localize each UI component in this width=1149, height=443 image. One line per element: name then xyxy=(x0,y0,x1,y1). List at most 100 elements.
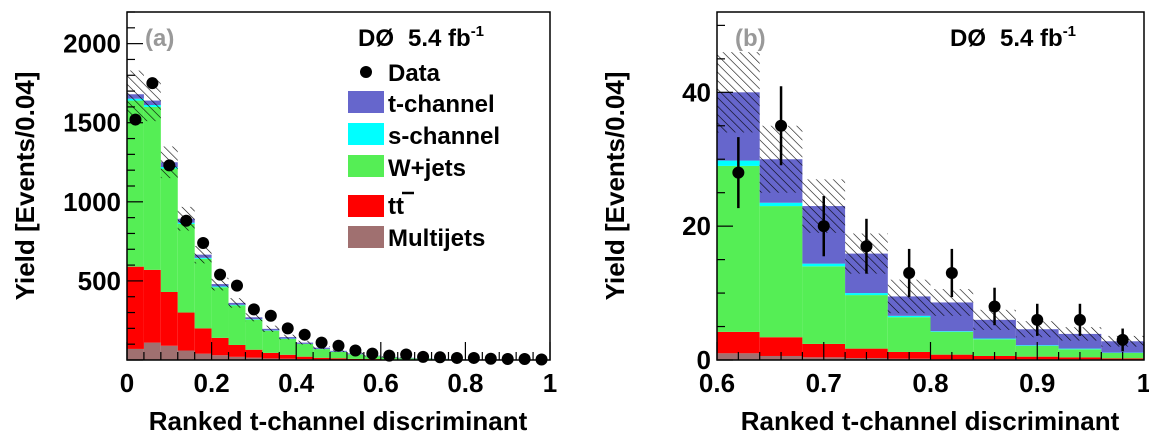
bar-w-jets-bin-5 xyxy=(931,332,974,355)
data-point-0 xyxy=(732,167,744,179)
x-tick-label: 0.8 xyxy=(447,368,483,398)
bar-s-channel-bin-3 xyxy=(845,293,888,295)
data-point-8 xyxy=(1074,314,1086,326)
legend-item-multijets: Multijets xyxy=(348,225,485,252)
bar-w-jets-bin-10 xyxy=(296,344,313,357)
data-point-4 xyxy=(197,237,209,249)
bar-s-channel-bin-4 xyxy=(888,316,931,317)
bar-tt-bin-10 xyxy=(296,357,313,359)
bar-w-jets-bin-2 xyxy=(802,266,845,344)
legend-label-data: Data xyxy=(388,60,441,87)
bar-s-channel-bin-8 xyxy=(1059,349,1102,350)
legend-swatch-w-jets xyxy=(348,155,384,177)
panel-b-label: (b) xyxy=(735,25,766,52)
x-tick-label: 0.7 xyxy=(806,368,842,398)
data-point-22 xyxy=(502,353,514,365)
y-tick-label: 1000 xyxy=(63,187,121,217)
x-tick-label: 0.4 xyxy=(278,368,315,398)
y-tick-label: 1500 xyxy=(63,108,121,138)
bar-tt-bin-1 xyxy=(144,270,161,343)
bar-tt-bin-6 xyxy=(229,345,246,357)
bar-w-jets-bin-11 xyxy=(313,349,330,358)
bar-multijets-bin-0 xyxy=(127,349,144,360)
bar-w-jets-bin-2 xyxy=(161,169,178,292)
uncertainty-bin-0 xyxy=(127,71,144,118)
data-point-6 xyxy=(231,280,243,292)
bar-tt-bin-2 xyxy=(161,292,178,346)
bar-w-jets-bin-4 xyxy=(888,317,931,352)
x-tick-label: 0.9 xyxy=(1019,368,1055,398)
data-point-20 xyxy=(468,352,480,364)
data-point-0 xyxy=(129,114,141,126)
bar-w-jets-bin-4 xyxy=(195,259,212,329)
legend-label-w-jets: W+jets xyxy=(388,155,466,182)
data-point-17 xyxy=(417,351,429,363)
data-point-16 xyxy=(400,348,412,360)
legend-label-multijets: Multijets xyxy=(388,225,485,252)
bar-s-channel-bin-6 xyxy=(973,339,1016,340)
data-point-6 xyxy=(989,300,1001,312)
uncertainty-bin-6 xyxy=(229,298,246,307)
legend-item-w-jets: W+jets xyxy=(348,155,466,182)
data-point-21 xyxy=(485,353,497,365)
x-tick-label: 0.2 xyxy=(194,368,230,398)
bar-w-jets-bin-7 xyxy=(245,320,262,350)
bar-tt-bin-5 xyxy=(212,338,229,355)
bar-tt-bin-8 xyxy=(262,353,279,359)
bar-tt-bin-11 xyxy=(313,358,330,360)
legend-item-tt: tt xyxy=(348,193,414,220)
bar-tt-bin-0 xyxy=(127,267,144,349)
legend-swatch-t-channel xyxy=(348,91,384,113)
bar-multijets-bin-1 xyxy=(144,343,161,360)
panel-a-y-axis-title: Yield [Events/0.04] xyxy=(10,72,40,301)
legend-item-t-channel: t-channel xyxy=(348,91,495,118)
y-tick-label: 20 xyxy=(682,211,711,241)
data-point-9 xyxy=(1117,334,1129,346)
data-point-4 xyxy=(903,267,915,279)
legend-marker-data xyxy=(360,66,372,78)
data-point-19 xyxy=(451,352,463,364)
data-point-14 xyxy=(366,348,378,360)
data-point-5 xyxy=(214,269,226,281)
data-point-2 xyxy=(818,220,830,232)
data-point-11 xyxy=(316,337,328,349)
bar-tt-bin-9 xyxy=(279,355,296,359)
data-point-1 xyxy=(775,120,787,132)
data-point-13 xyxy=(349,345,361,357)
bar-multijets-bin-4 xyxy=(195,354,212,360)
uncertainty-bin-9 xyxy=(279,335,296,340)
x-tick-label: 0.8 xyxy=(912,368,948,398)
legend-swatch-tt xyxy=(348,195,384,217)
bar-tt-bin-0 xyxy=(717,332,760,353)
data-point-18 xyxy=(434,351,446,363)
x-tick-label: 1 xyxy=(1137,368,1149,398)
panel-a-label: (a) xyxy=(145,25,174,52)
bar-w-jets-bin-5 xyxy=(212,287,229,338)
bar-w-jets-bin-6 xyxy=(229,305,246,345)
bar-w-jets-bin-3 xyxy=(845,295,888,349)
legend-swatch-multijets xyxy=(348,226,384,248)
bar-w-jets-bin-8 xyxy=(262,331,279,353)
bar-tt-bin-7 xyxy=(245,350,262,358)
legend-label-s-channel: s-channel xyxy=(388,123,500,150)
bar-w-jets-bin-1 xyxy=(144,107,161,270)
bar-multijets-bin-2 xyxy=(161,346,178,360)
data-point-1 xyxy=(146,77,158,89)
bar-tt-bin-3 xyxy=(178,313,195,351)
data-point-3 xyxy=(860,240,872,252)
data-point-2 xyxy=(163,159,175,171)
y-tick-label: 2000 xyxy=(63,29,121,59)
data-point-10 xyxy=(299,329,311,341)
x-tick-label: 1 xyxy=(543,368,557,398)
bar-w-jets-bin-12 xyxy=(330,352,347,358)
legend-label-t-channel: t-channel xyxy=(388,91,495,118)
bar-s-channel-bin-5 xyxy=(931,331,974,332)
bar-w-jets-bin-1 xyxy=(760,206,803,337)
